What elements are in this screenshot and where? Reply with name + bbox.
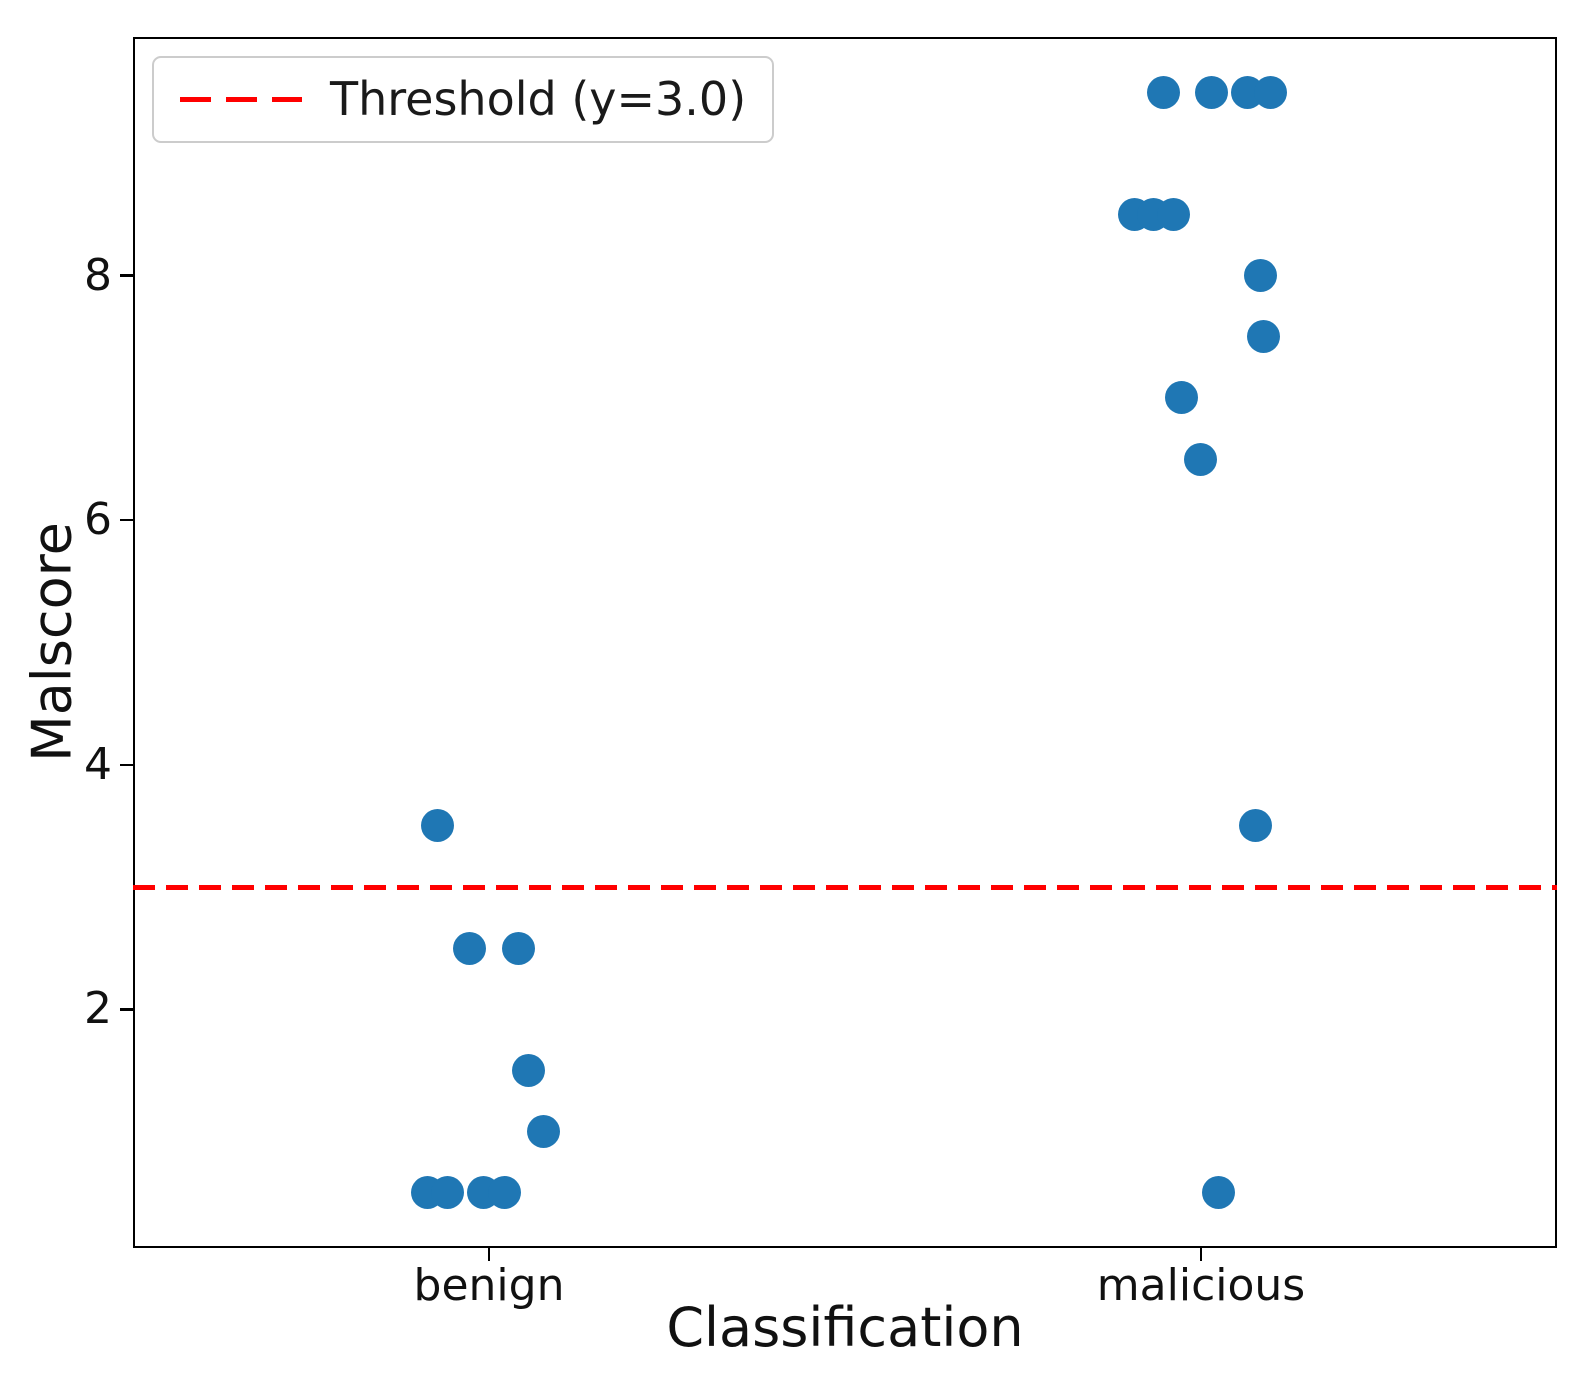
data-point	[511, 1054, 545, 1088]
threshold-line	[133, 884, 1557, 890]
y-tick-label: 6	[84, 494, 112, 546]
x-tick-label-malicious: malicious	[1096, 1260, 1306, 1311]
y-tick-mark	[120, 518, 133, 522]
data-point	[1147, 75, 1181, 109]
y-tick-mark	[120, 274, 133, 277]
y-tick-label: 8	[84, 249, 112, 301]
data-point	[526, 1115, 560, 1149]
data-point	[1201, 1176, 1235, 1210]
data-point	[488, 1176, 522, 1210]
data-point	[1253, 75, 1287, 109]
data-point	[421, 809, 455, 843]
y-tick-label: 4	[84, 738, 112, 790]
data-point	[453, 931, 487, 965]
x-tick-mark	[487, 1248, 491, 1261]
y-axis-title: Malscore	[20, 522, 84, 762]
y-tick-mark	[120, 1008, 133, 1011]
plot-area	[133, 37, 1557, 1248]
y-tick-label: 2	[84, 983, 112, 1035]
data-point	[1238, 809, 1272, 843]
data-point	[1164, 381, 1198, 415]
data-point	[1247, 320, 1281, 354]
x-tick-label-benign: benign	[413, 1260, 565, 1311]
data-point	[1243, 259, 1277, 293]
data-point	[1156, 197, 1190, 231]
data-point	[1195, 75, 1229, 109]
data-point	[501, 931, 535, 965]
data-point	[431, 1176, 465, 1210]
y-tick-mark	[120, 763, 133, 767]
legend-dashed-line-icon	[180, 96, 302, 102]
data-point	[1183, 442, 1217, 476]
x-tick-mark	[1199, 1248, 1203, 1261]
legend-label: Threshold (y=3.0)	[330, 72, 747, 126]
x-axis-title: Classification	[666, 1296, 1024, 1359]
legend: Threshold (y=3.0)	[152, 56, 775, 143]
